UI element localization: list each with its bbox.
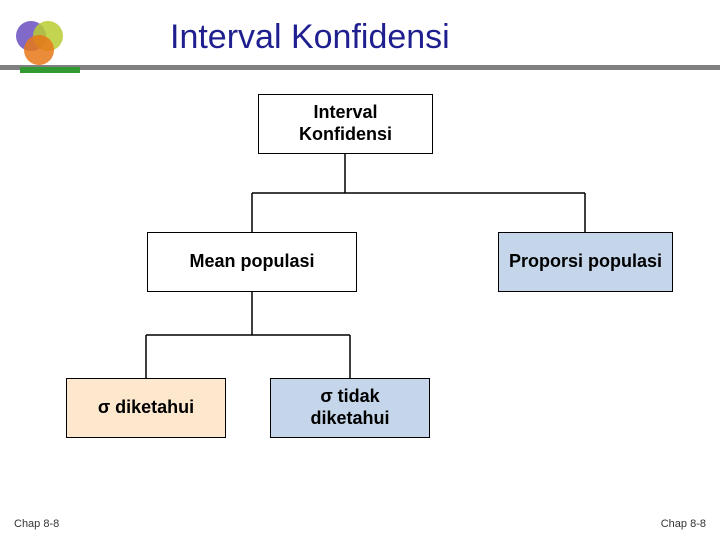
- tree-diagram: IntervalKonfidensi Mean populasi Propors…: [0, 78, 720, 498]
- header: Interval Konfidensi: [0, 0, 720, 78]
- node-proporsi-populasi: Proporsi populasi: [498, 232, 673, 292]
- node-sigma-tidak-diketahui: σ tidak diketahui: [270, 378, 430, 438]
- node-root: IntervalKonfidensi: [258, 94, 433, 154]
- divider-accent: [20, 67, 80, 73]
- divider-main: [0, 65, 720, 70]
- node-mean-populasi: Mean populasi: [147, 232, 357, 292]
- footer-right: Chap 8-8: [661, 518, 706, 530]
- footer-left: Chap 8-8: [14, 518, 59, 530]
- node-sigma-diketahui: σ diketahui: [66, 378, 226, 438]
- page-title: Interval Konfidensi: [170, 18, 450, 57]
